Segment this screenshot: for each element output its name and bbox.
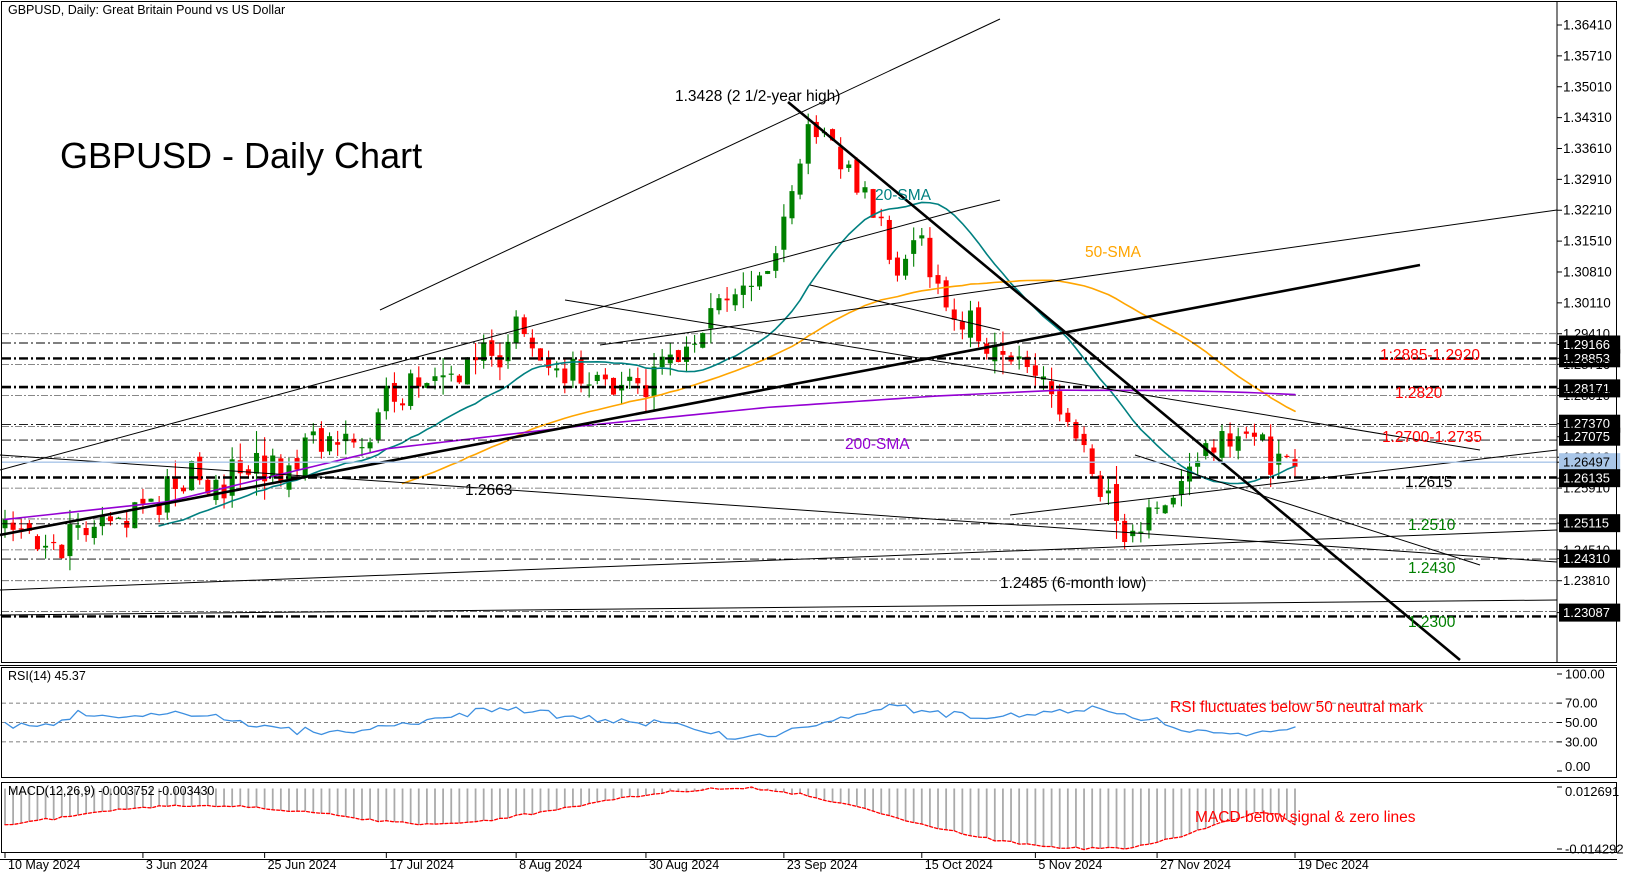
svg-text:200-SMA: 200-SMA	[845, 436, 910, 453]
svg-text:50.00: 50.00	[1565, 715, 1598, 730]
svg-text:1.3428 (2 1/2-year high): 1.3428 (2 1/2-year high)	[675, 88, 840, 105]
svg-text:10 May 2024: 10 May 2024	[8, 858, 80, 872]
svg-text:1.2615: 1.2615	[1405, 474, 1452, 491]
svg-text:1.2700-1.2735: 1.2700-1.2735	[1382, 429, 1482, 446]
svg-text:MACD(12,26,9) -0.003752 -0.003: MACD(12,26,9) -0.003752 -0.003430	[8, 784, 214, 798]
svg-text:50-SMA: 50-SMA	[1085, 244, 1142, 261]
svg-text:GBPUSD, Daily: Great Britain: GBPUSD, Daily: Great Britain Pound vs US…	[8, 3, 285, 17]
svg-text:GBPUSD - Daily Chart: GBPUSD - Daily Chart	[60, 135, 422, 176]
svg-text:0.012691: 0.012691	[1565, 784, 1619, 799]
svg-text:1.33610: 1.33610	[1563, 141, 1612, 156]
svg-text:1.25115: 1.25115	[1563, 516, 1609, 531]
svg-text:MACD below signal & zero lines: MACD below signal & zero lines	[1195, 809, 1416, 826]
svg-text:30.00: 30.00	[1565, 734, 1598, 749]
svg-text:100.00: 100.00	[1565, 667, 1605, 682]
svg-text:19 Dec 2024: 19 Dec 2024	[1298, 858, 1369, 872]
svg-text:RSI(14) 45.37: RSI(14) 45.37	[8, 669, 86, 683]
svg-text:1.23087: 1.23087	[1563, 605, 1610, 620]
svg-text:1.26497: 1.26497	[1563, 455, 1610, 470]
svg-text:8 Aug 2024: 8 Aug 2024	[519, 858, 582, 872]
svg-text:1.28010: 1.28010	[1563, 388, 1610, 403]
svg-text:1.2300: 1.2300	[1408, 614, 1456, 631]
svg-text:1.36410: 1.36410	[1563, 18, 1612, 33]
svg-text:1.23810: 1.23810	[1563, 573, 1610, 588]
svg-text:1.32210: 1.32210	[1563, 203, 1612, 218]
svg-text:1.2485 (6-month low): 1.2485 (6-month low)	[1000, 575, 1146, 592]
svg-text:1:2885-1.2920: 1:2885-1.2920	[1380, 347, 1480, 364]
svg-text:1.28716: 1.28716	[1563, 357, 1610, 372]
svg-text:30 Aug 2024: 30 Aug 2024	[649, 858, 719, 872]
svg-text:1.2510: 1.2510	[1408, 517, 1456, 534]
svg-text:25 Jun 2024: 25 Jun 2024	[268, 858, 337, 872]
svg-text:23 Sep 2024: 23 Sep 2024	[787, 858, 858, 872]
svg-text:1.30110: 1.30110	[1563, 295, 1611, 310]
svg-text:0.00: 0.00	[1565, 759, 1590, 774]
svg-text:-0.014292: -0.014292	[1565, 842, 1624, 857]
svg-text:1.2820: 1.2820	[1395, 385, 1443, 402]
svg-text:1.30810: 1.30810	[1563, 264, 1612, 279]
svg-text:70.00: 70.00	[1565, 696, 1598, 711]
svg-text:27 Nov 2024: 27 Nov 2024	[1160, 858, 1231, 872]
svg-text:1.35010: 1.35010	[1563, 79, 1612, 94]
svg-text:1.2430: 1.2430	[1408, 560, 1456, 577]
svg-text:1.24310: 1.24310	[1563, 551, 1610, 566]
svg-text:5 Nov 2024: 5 Nov 2024	[1038, 858, 1102, 872]
svg-text:3 Jun 2024: 3 Jun 2024	[146, 858, 208, 872]
svg-text:20-SMA: 20-SMA	[875, 187, 932, 204]
svg-text:17 Jul 2024: 17 Jul 2024	[389, 858, 454, 872]
svg-text:RSI fluctuates below 50 neutra: RSI fluctuates below 50 neutral mark	[1170, 699, 1424, 716]
svg-text:1.31510: 1.31510	[1563, 234, 1612, 249]
svg-text:1.27075: 1.27075	[1563, 429, 1610, 444]
svg-text:15 Oct 2024: 15 Oct 2024	[925, 858, 993, 872]
svg-text:1.34310: 1.34310	[1563, 110, 1612, 125]
svg-text:1.25910: 1.25910	[1563, 481, 1610, 496]
svg-text:1.2663: 1.2663	[465, 482, 512, 499]
svg-text:1.32910: 1.32910	[1563, 172, 1612, 187]
svg-text:1.35710: 1.35710	[1563, 48, 1612, 63]
